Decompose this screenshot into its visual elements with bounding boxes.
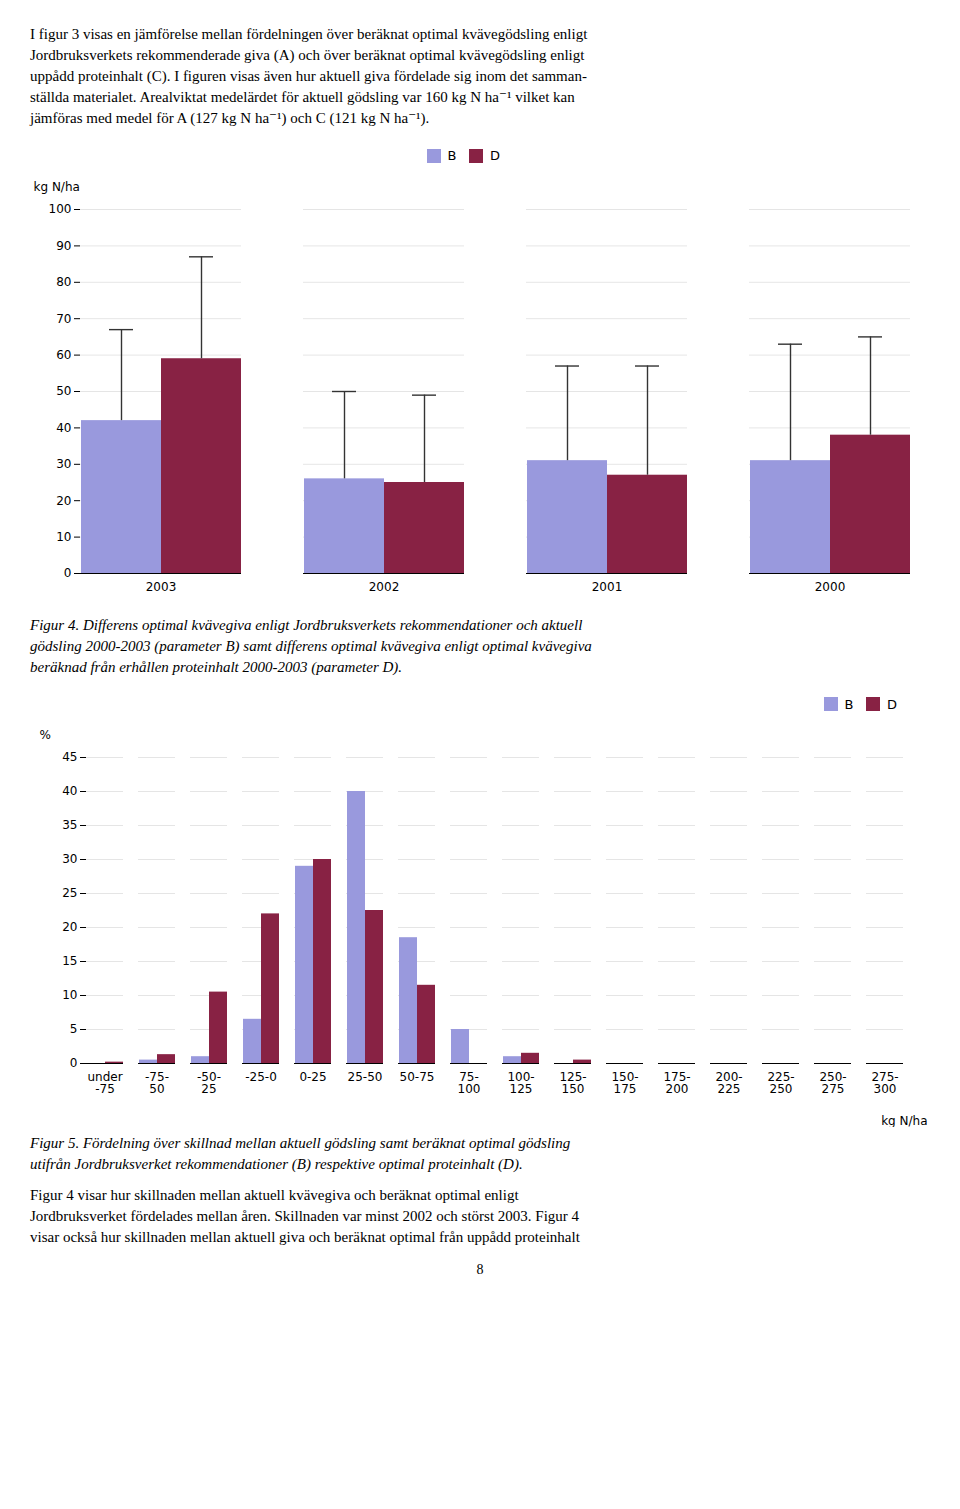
svg-text:30: 30	[62, 852, 77, 866]
svg-text:2002: 2002	[369, 580, 400, 594]
svg-text:20: 20	[62, 920, 77, 934]
svg-text:10: 10	[56, 529, 71, 543]
svg-text:70: 70	[56, 311, 71, 325]
html-text:Jordbruksverket fördelades mel: Jordbruksverket fördelades mellan åren. …	[30, 1208, 580, 1224]
html-text:B: B	[844, 696, 854, 712]
svg-text:40: 40	[56, 420, 71, 434]
svg-text:2001: 2001	[592, 580, 623, 594]
svg-text:10: 10	[62, 988, 77, 1002]
html-text:utifrån Jordbruksverket rekomm: utifrån Jordbruksverket rekommendationer…	[30, 1156, 523, 1172]
html-text:uppådd proteinhalt (C). I figu: uppådd proteinhalt (C). I figuren visas …	[30, 68, 587, 84]
svg-text:250-275: 250-275	[819, 1070, 846, 1096]
html-text:gödsling 2000-2003 (parameter: gödsling 2000-2003 (parameter B) samt di…	[30, 637, 592, 654]
html-text:D: D	[490, 148, 500, 163]
svg-text:-75-50: -75-50	[145, 1070, 169, 1096]
html-text:visar också hur skillnaden mel: visar också hur skillnaden mellan aktuel…	[30, 1229, 580, 1245]
html-text:beräknad från erhållen protein: beräknad från erhållen proteinhalt 2000-…	[30, 658, 402, 675]
svg-text:kg N/ha: kg N/ha	[34, 180, 80, 194]
svg-text:40: 40	[62, 784, 77, 798]
html-text:Jordbruksverkets rekommenderad: Jordbruksverkets rekommenderade giva (A)…	[30, 47, 585, 63]
html-text:Figur 4. Differens optimal kvä: Figur 4. Differens optimal kvävegiva enl…	[30, 616, 583, 633]
svg-text:200-225: 200-225	[715, 1070, 742, 1096]
svg-text:225-250: 225-250	[767, 1070, 794, 1096]
svg-text:175-200: 175-200	[663, 1070, 690, 1096]
svg-text:15: 15	[62, 954, 77, 968]
svg-text:50-75: 50-75	[400, 1070, 435, 1084]
html-text:B: B	[447, 148, 457, 163]
svg-text:150-175: 150-175	[611, 1070, 638, 1096]
svg-text:under-75: under-75	[87, 1070, 122, 1096]
svg-text:25-50: 25-50	[348, 1070, 383, 1084]
html-text:D: D	[887, 696, 897, 712]
svg-text:-50-25: -50-25	[197, 1070, 221, 1096]
svg-text:90: 90	[56, 238, 71, 252]
svg-text:100: 100	[49, 202, 72, 216]
svg-text:60: 60	[56, 347, 71, 361]
html-text:Figur 4 visar hur skillnaden m: Figur 4 visar hur skillnaden mellan aktu…	[30, 1187, 519, 1203]
svg-text:75-100: 75-100	[458, 1070, 481, 1096]
svg-text:0: 0	[70, 1056, 78, 1070]
svg-text:0: 0	[64, 566, 72, 580]
html-text:I figur 3 visas en jämförelse: I figur 3 visas en jämförelse mellan för…	[30, 26, 588, 42]
svg-text:-25-0: -25-0	[245, 1070, 277, 1084]
svg-text:275-300: 275-300	[871, 1070, 898, 1096]
svg-text:kg N/ha: kg N/ha	[881, 1114, 927, 1128]
svg-text:25: 25	[62, 886, 77, 900]
svg-text:2003: 2003	[146, 580, 177, 594]
svg-text:20: 20	[56, 493, 71, 507]
svg-text:%: %	[40, 728, 51, 742]
html-text:jämföras med medel för A (127: jämföras med medel för A (127 kg N ha⁻¹)…	[30, 110, 430, 126]
svg-text:30: 30	[56, 457, 71, 471]
svg-text:50: 50	[56, 384, 71, 398]
svg-text:5: 5	[70, 1022, 78, 1036]
svg-text:2000: 2000	[815, 580, 846, 594]
html-text:ställda materialet. Arealvikta: ställda materialet. Arealviktat medelärd…	[30, 89, 575, 105]
html-text:Figur 5. Fördelning över skill: Figur 5. Fördelning över skillnad mellan…	[30, 1135, 571, 1151]
svg-text:0-25: 0-25	[299, 1070, 326, 1084]
svg-text:80: 80	[56, 275, 71, 289]
html-text:8: 8	[476, 1262, 484, 1277]
svg-text:125-150: 125-150	[559, 1070, 586, 1096]
svg-text:100-125: 100-125	[507, 1070, 534, 1096]
svg-text:45: 45	[62, 750, 77, 764]
svg-text:35: 35	[62, 818, 77, 832]
